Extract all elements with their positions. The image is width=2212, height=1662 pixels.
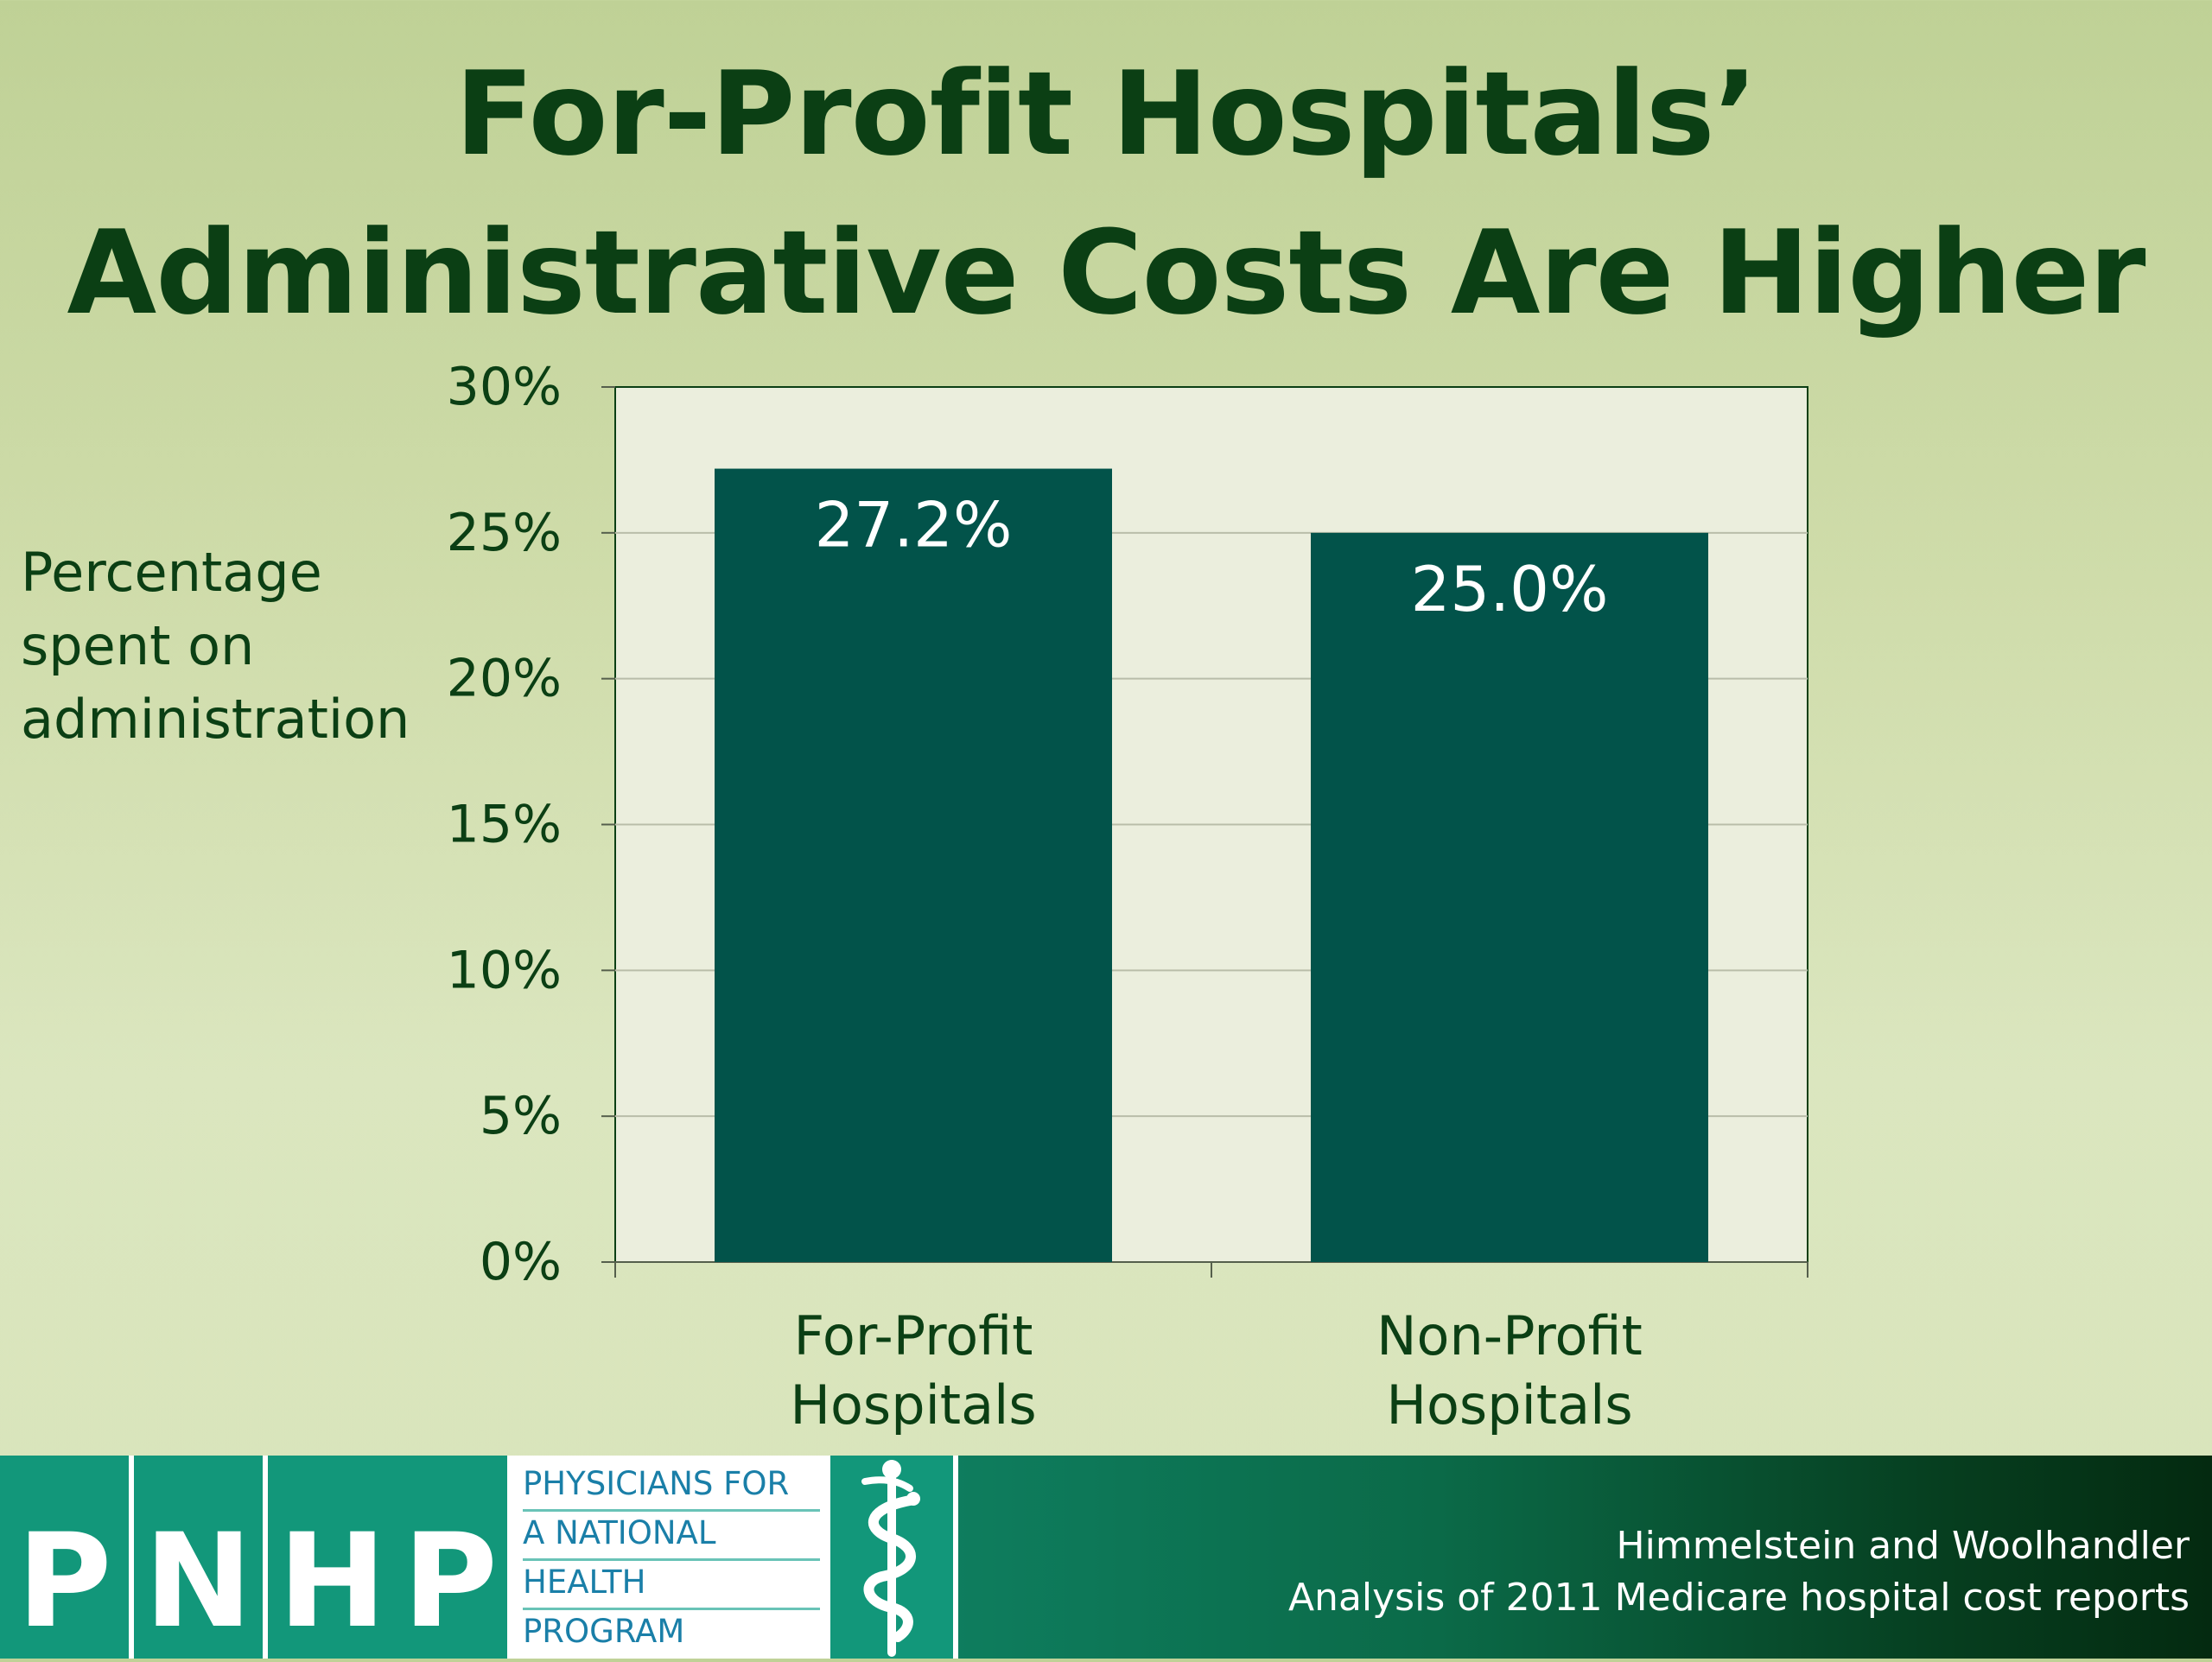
y-axis-label-line-1: Percentage: [21, 541, 322, 604]
credit-line-1: Himmelstein and Woolhandler: [1616, 1524, 2190, 1568]
y-tick-label: 20%: [447, 649, 562, 709]
data-label-1: 27.2%: [815, 489, 1013, 561]
logo-text-line-2: A NATIONAL: [523, 1512, 820, 1561]
x-category-label-2: Non-Profit: [1376, 1304, 1643, 1367]
y-tick-label: 10%: [447, 940, 562, 1000]
y-axis-label-line-2: spent on: [21, 614, 255, 677]
slide-title: For-Profit Hospitals’ Administrative Cos…: [0, 35, 2212, 352]
logo-text-line-3: HEALTH: [523, 1561, 820, 1610]
caduceus-icon: [830, 1456, 958, 1659]
data-label-2: 25.0%: [1411, 553, 1609, 625]
y-tick-label: 5%: [480, 1086, 562, 1146]
title-line-1: For-Profit Hospitals’: [454, 47, 1758, 181]
x-category-label-2: Hospitals: [1386, 1373, 1632, 1437]
logo-letter-h: H: [268, 1456, 402, 1659]
bar-2: [1311, 532, 1708, 1262]
footer-banner: P N H P PHYSICIANS FOR A NATIONAL HEALTH…: [0, 1456, 2212, 1659]
bar-1: [715, 468, 1112, 1262]
bar-chart: 0%5%10%15%20%25%30%27.2%For-ProfitHospit…: [447, 357, 1808, 1437]
y-tick-label: 25%: [447, 503, 562, 563]
logo-text-line-1: PHYSICIANS FOR: [523, 1462, 820, 1512]
x-category-label-1: Hospitals: [790, 1373, 1036, 1437]
logo-text-box: PHYSICIANS FOR A NATIONAL HEALTH PROGRAM: [512, 1456, 830, 1659]
credit-line-2: Analysis of 2011 Medicare hospital cost …: [1287, 1576, 2190, 1620]
title-line-2: Administrative Costs Are Higher: [67, 206, 2145, 340]
y-tick-label: 30%: [447, 357, 562, 417]
x-category-label-1: For-Profit: [793, 1304, 1033, 1367]
logo-letter-p2: P: [393, 1456, 512, 1659]
y-tick-label: 15%: [447, 795, 562, 855]
y-axis-label: Percentage spent on administration: [21, 536, 418, 756]
logo-text-line-4: PROGRAM: [523, 1613, 685, 1650]
logo-letter-n: N: [134, 1456, 268, 1659]
y-tick-label: 0%: [480, 1232, 562, 1292]
y-axis-label-line-3: administration: [21, 688, 410, 751]
logo-letter-p: P: [0, 1456, 134, 1659]
source-credit: Himmelstein and Woolhandler Analysis of …: [1288, 1520, 2190, 1624]
